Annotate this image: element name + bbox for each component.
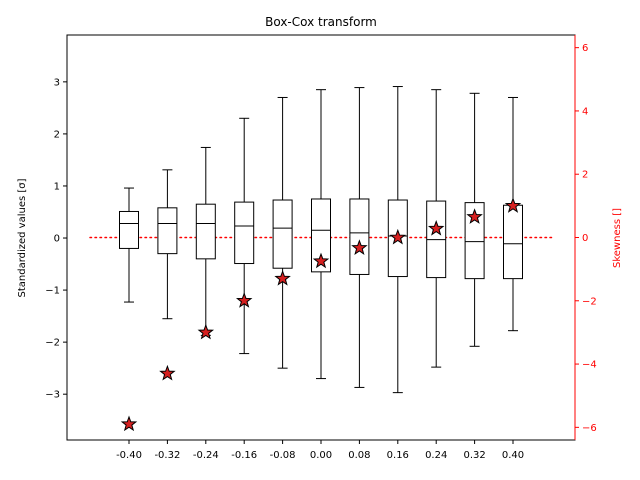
box-plot [426,89,447,368]
skewness-marker [504,197,522,213]
x-tick-label: -0.08 [270,450,296,461]
right-tick-label: −4 [582,360,597,371]
skewness-marker [197,323,215,340]
right-y-axis: 6 4 2 0 −2 −4 −6 [575,43,597,434]
x-tick-label: -0.16 [231,450,257,461]
x-axis: -0.40 -0.32 -0.24 -0.16 -0.08 0.00 0.08 0.16 0.2… [116,440,524,461]
box-iqr [272,199,293,269]
box-series [119,86,523,394]
box-plot [464,92,485,347]
right-tick-label: −2 [582,296,597,307]
skewness-marker [427,219,445,236]
x-tick-label: -0.24 [193,450,219,461]
x-tick-label: -0.32 [154,450,180,461]
box-plot [234,117,255,355]
box-iqr [464,202,485,280]
box-plot [157,169,178,320]
box-plot [272,96,293,369]
box-plot [195,146,216,336]
x-tick-label: 0.24 [425,450,447,461]
right-tick-label: 0 [582,233,588,244]
x-tick-label: 0.16 [387,450,409,461]
left-tick-label: 0 [54,234,60,245]
left-tick-label: 1 [54,181,60,192]
box-iqr [234,201,255,265]
skewness-marker [466,208,483,224]
box-plot [311,89,331,380]
box-plot [119,187,139,303]
left-tick-label: −2 [45,338,60,349]
box-iqr [349,198,370,275]
left-tick-label: 2 [54,129,60,140]
right-axis-title: Skewness [] [612,208,623,268]
box-iqr [157,207,178,255]
box-iqr [503,204,523,280]
box-iqr [311,198,331,273]
right-tick-label: 2 [582,170,588,181]
x-tick-label: 0.40 [502,450,524,461]
x-tick-label: 0.00 [310,450,332,461]
left-tick-label: −3 [45,390,60,401]
skewness-marker [389,228,407,245]
box-iqr [119,210,139,249]
skewness-marker [159,364,176,381]
chart-title: Box-Cox transform [265,15,377,29]
left-tick-label: −1 [45,286,60,297]
right-tick-label: 4 [582,106,588,117]
box-plot [349,87,370,388]
skewness-marker [274,269,291,286]
skewness-marker [312,252,330,269]
x-tick-label: -0.40 [116,450,142,461]
skewness-series [120,197,522,432]
left-axis-title: Standardized values [σ] [17,178,28,297]
x-tick-label: 0.32 [463,450,485,461]
box-iqr [195,203,216,260]
left-tick-label: 3 [54,77,60,88]
left-y-axis: 3 2 1 0 −1 −2 −3 [45,77,67,401]
skewness-marker [120,415,138,432]
box-plot [503,96,523,332]
right-tick-label: −6 [582,423,597,434]
skewness-marker [351,239,368,255]
skewness-marker [235,292,253,308]
right-tick-label: 6 [582,43,588,54]
x-tick-label: 0.08 [348,450,370,461]
